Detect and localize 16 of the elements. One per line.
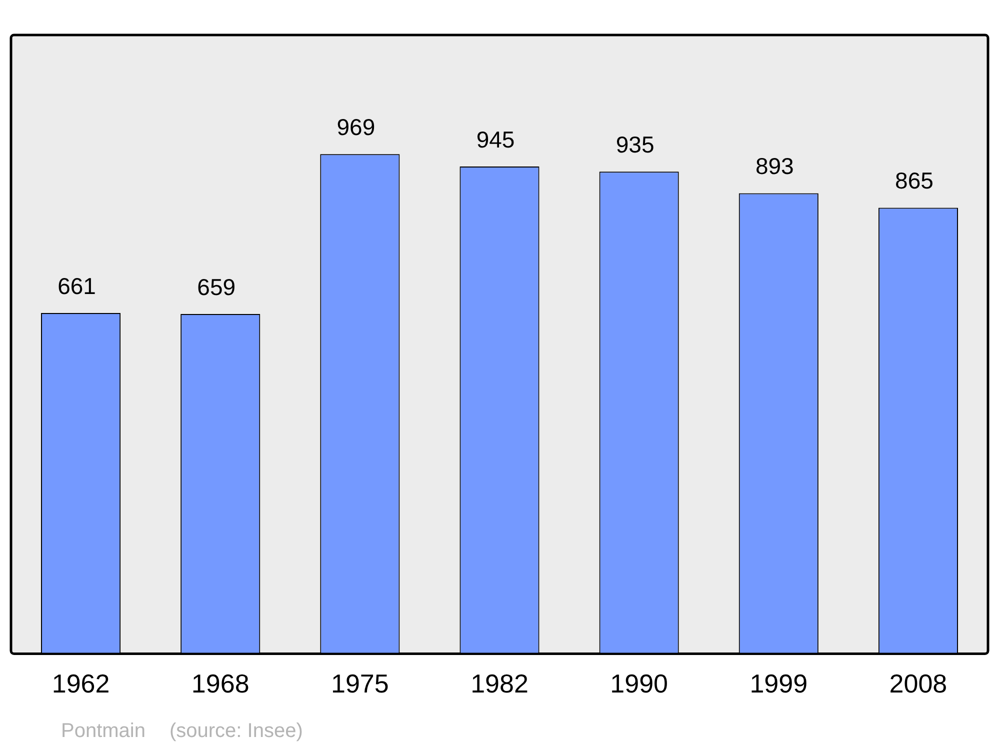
x-tick-label: 1962: [52, 668, 110, 699]
text: (source: Insee): [169, 720, 303, 742]
data-label: 893: [755, 153, 794, 180]
x-tick-label: 1975: [331, 668, 389, 699]
x-tick-label: 1968: [191, 668, 250, 699]
x-tick-label: 1999: [750, 668, 808, 699]
x-tick-label: 1990: [610, 668, 668, 699]
data-label: 865: [895, 168, 934, 194]
x-tick-label: 1982: [470, 668, 528, 699]
data-label: 969: [336, 114, 376, 140]
data-label: 659: [197, 274, 236, 300]
x-tick-label: 2008: [889, 668, 948, 699]
text: Pontmain: [61, 720, 146, 742]
data-label: 945: [476, 126, 515, 152]
data-label: 661: [58, 272, 96, 299]
data-label: 935: [616, 131, 654, 158]
